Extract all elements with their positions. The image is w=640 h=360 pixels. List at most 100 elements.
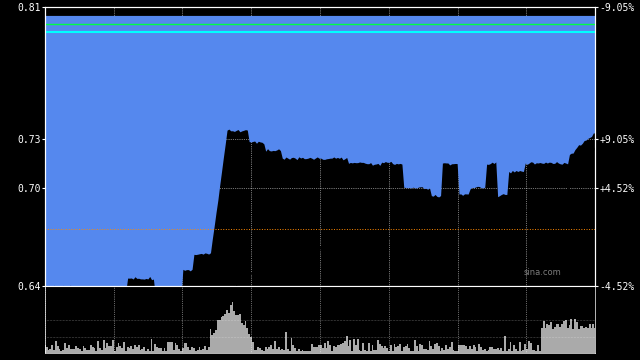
Bar (497, 348, 499, 353)
Bar (228, 313, 230, 353)
Bar (132, 349, 134, 353)
Bar (337, 345, 339, 353)
Bar (379, 344, 381, 353)
Bar (162, 351, 164, 353)
Bar (147, 350, 149, 353)
Bar (278, 347, 280, 353)
Bar (72, 349, 74, 353)
Bar (285, 332, 287, 353)
Bar (171, 342, 173, 353)
Bar (114, 351, 116, 353)
Bar (250, 337, 252, 353)
Bar (270, 345, 272, 353)
Bar (239, 314, 241, 353)
Bar (248, 334, 250, 353)
Bar (486, 351, 488, 353)
Bar (60, 351, 62, 353)
Bar (118, 343, 119, 353)
Bar (243, 325, 244, 353)
Bar (440, 351, 442, 353)
Bar (292, 345, 294, 353)
Bar (587, 328, 589, 353)
Bar (331, 351, 333, 353)
Bar (280, 350, 282, 353)
Bar (566, 328, 568, 353)
Bar (427, 350, 429, 353)
Bar (495, 349, 497, 353)
Bar (158, 348, 160, 353)
Bar (129, 347, 131, 353)
Bar (515, 350, 517, 353)
Bar (119, 346, 121, 353)
Bar (223, 316, 224, 353)
Bar (154, 345, 156, 353)
Bar (377, 340, 379, 353)
Bar (116, 347, 118, 353)
Bar (93, 348, 95, 353)
Bar (342, 343, 344, 353)
Bar (375, 350, 377, 353)
Bar (175, 343, 177, 353)
Bar (419, 344, 421, 353)
Bar (467, 349, 469, 353)
Bar (112, 340, 114, 353)
Bar (66, 348, 68, 353)
Bar (68, 345, 70, 353)
Bar (425, 348, 427, 353)
Bar (320, 345, 322, 353)
Bar (565, 320, 566, 353)
Bar (81, 351, 83, 353)
Bar (563, 321, 565, 353)
Bar (465, 346, 467, 353)
Bar (358, 350, 360, 353)
Bar (463, 345, 465, 353)
Bar (47, 350, 49, 353)
Bar (131, 346, 132, 353)
Bar (438, 346, 440, 353)
Bar (74, 349, 75, 353)
Bar (476, 351, 478, 353)
Bar (121, 348, 123, 353)
Bar (141, 349, 143, 353)
Bar (368, 343, 370, 353)
Bar (530, 343, 532, 353)
Bar (103, 340, 104, 353)
Bar (445, 345, 447, 353)
Bar (206, 350, 208, 353)
Bar (59, 349, 60, 353)
Bar (259, 348, 261, 353)
Bar (164, 348, 165, 353)
Bar (493, 349, 495, 353)
Bar (434, 344, 436, 353)
Bar (423, 349, 425, 353)
Bar (202, 350, 204, 353)
Bar (289, 351, 291, 353)
Bar (99, 348, 101, 353)
Bar (528, 341, 530, 353)
Bar (77, 348, 79, 353)
Bar (184, 343, 186, 353)
Bar (431, 346, 432, 353)
Bar (524, 345, 526, 353)
Bar (414, 341, 416, 353)
Bar (383, 348, 385, 353)
Bar (554, 327, 556, 353)
Bar (570, 319, 572, 353)
Bar (219, 320, 221, 353)
Bar (92, 347, 93, 353)
Bar (366, 351, 368, 353)
Bar (491, 347, 493, 353)
Bar (561, 324, 563, 353)
Bar (221, 317, 223, 353)
Bar (136, 347, 138, 353)
Bar (436, 342, 438, 353)
Bar (49, 350, 51, 353)
Bar (339, 345, 340, 353)
Bar (296, 351, 298, 353)
Bar (261, 350, 263, 353)
Bar (449, 347, 451, 353)
Bar (490, 347, 491, 353)
Bar (224, 314, 226, 353)
Bar (506, 351, 508, 353)
Bar (195, 351, 196, 353)
